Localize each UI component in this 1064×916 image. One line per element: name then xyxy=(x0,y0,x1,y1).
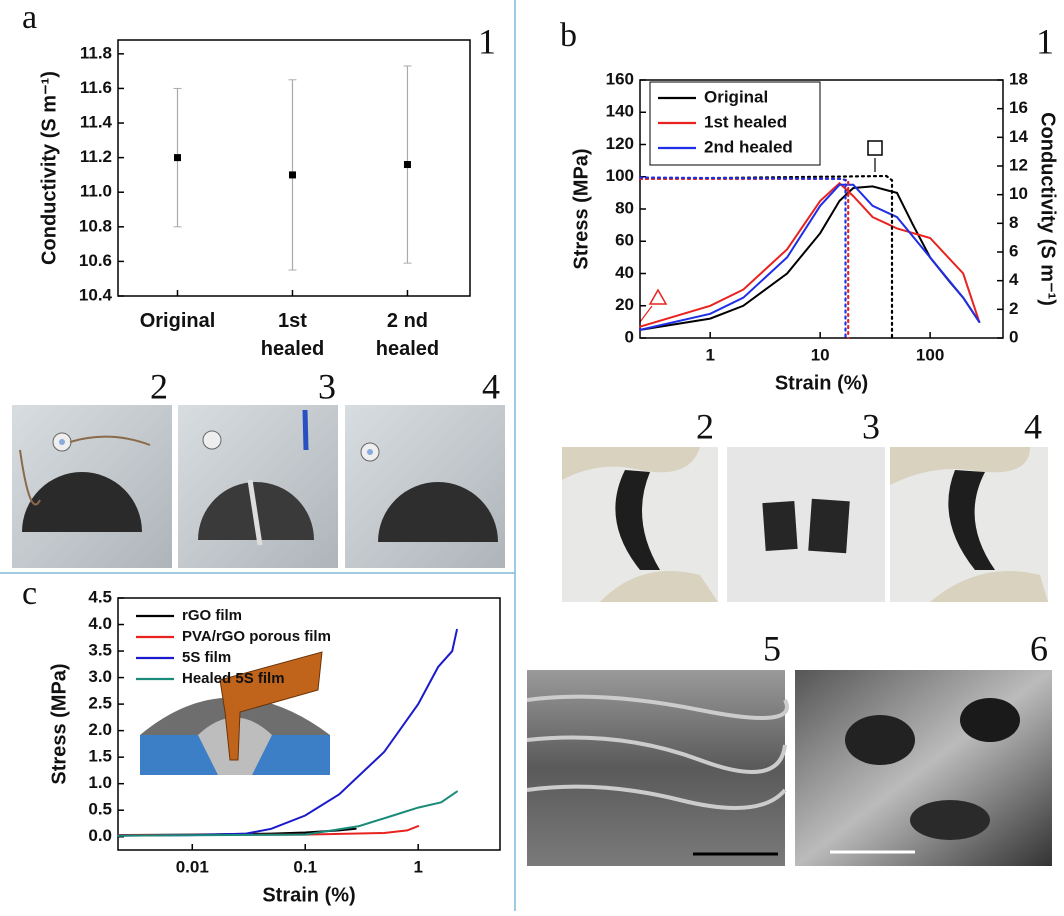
y-tick-label: 10.6 xyxy=(79,251,112,270)
x-tick-label: 2 nd healed xyxy=(376,310,439,360)
sub-label: 3 xyxy=(862,406,880,446)
x-tick-label: 1 xyxy=(705,345,714,364)
sub-label: 5 xyxy=(763,628,781,668)
y-axis-label: Stress (MPa) xyxy=(570,148,592,269)
y2-tick-label: 16 xyxy=(1009,98,1028,117)
y-tick-label: 2.0 xyxy=(88,720,112,739)
y2-tick-label: 14 xyxy=(1009,127,1028,146)
plot-frame xyxy=(117,39,471,297)
y-tick-label: 2.5 xyxy=(88,694,112,713)
y2-tick-label: 4 xyxy=(1009,270,1019,289)
y-tick-label: 3.0 xyxy=(88,667,112,686)
y-tick-label: 11.4 xyxy=(80,113,113,132)
series-line xyxy=(639,181,981,328)
series-line xyxy=(639,183,981,331)
sub-label: 4 xyxy=(482,366,500,406)
photo xyxy=(562,447,718,602)
legend-label: rGO film xyxy=(182,607,242,624)
inset-diagram xyxy=(140,651,330,775)
point xyxy=(173,154,181,162)
sub-label: 3 xyxy=(318,366,336,406)
y-tick-label: 1.0 xyxy=(88,773,112,792)
sub-label: 1 xyxy=(478,21,496,61)
y2-tick-label: 10 xyxy=(1009,184,1028,203)
series-line xyxy=(638,176,847,340)
x-tick-label: 0.01 xyxy=(176,857,209,876)
y2-tick-label: 18 xyxy=(1009,69,1028,88)
y2-tick-label: 2 xyxy=(1009,299,1018,318)
sub-label: 1 xyxy=(1036,21,1054,61)
y2-tick-label: 8 xyxy=(1009,213,1018,232)
y-tick-label: 10.8 xyxy=(79,216,112,235)
y-tick-label: 10.4 xyxy=(79,285,113,304)
panel-label: a xyxy=(22,0,37,36)
y-tick-label: 100 xyxy=(606,166,634,185)
plot-frame xyxy=(117,597,501,851)
x-axis-label: Strain (%) xyxy=(775,372,868,394)
y-tick-label: 140 xyxy=(606,102,634,121)
photo xyxy=(178,405,338,568)
y-tick-label: 60 xyxy=(615,231,634,250)
y-tick-label: 11.6 xyxy=(80,78,112,97)
y-tick-label: 11.8 xyxy=(80,43,112,62)
x-tick-label: 1st healed xyxy=(261,310,324,360)
y-axis-label: Conductivity (S m⁻¹) xyxy=(38,71,60,265)
y-tick-label: 11.0 xyxy=(80,182,112,201)
photo xyxy=(890,447,1048,602)
photo xyxy=(727,447,885,602)
series-line xyxy=(638,174,894,340)
x-tick-label: Original xyxy=(140,310,216,332)
y-tick-label: 11.2 xyxy=(80,147,112,166)
annotation xyxy=(639,140,883,323)
y-axis-label: Stress (MPa) xyxy=(48,663,70,784)
legend-label: 1st healed xyxy=(704,112,787,131)
y2-tick-label: 12 xyxy=(1009,155,1028,174)
x-axis-label: Strain (%) xyxy=(262,884,355,906)
sem-image xyxy=(795,670,1052,866)
legend-label: PVA/rGO porous film xyxy=(182,628,331,645)
sub-label: 2 xyxy=(696,406,714,446)
legend-label: 2nd healed xyxy=(704,137,793,156)
legend-label: Original xyxy=(704,87,768,106)
x-tick-label: 10 xyxy=(811,345,830,364)
photo xyxy=(345,405,505,568)
y-tick-label: 120 xyxy=(606,134,634,153)
y2-tick-label: 6 xyxy=(1009,241,1018,260)
series-line xyxy=(117,825,420,837)
y-tick-label: 3.5 xyxy=(88,641,112,660)
point xyxy=(288,171,296,179)
y-tick-label: 4.5 xyxy=(88,587,112,606)
panel-label: c xyxy=(22,575,37,612)
y2-tick-label: 0 xyxy=(1009,327,1018,346)
series-line xyxy=(639,185,981,331)
y-tick-label: 0.0 xyxy=(88,826,112,845)
y-tick-label: 40 xyxy=(615,263,634,282)
series-line xyxy=(117,790,458,837)
sub-label: 2 xyxy=(150,366,168,406)
y-tick-label: 1.5 xyxy=(88,747,112,766)
legend-label: 5S film xyxy=(182,649,231,666)
y-tick-label: 160 xyxy=(606,69,634,88)
sem-image xyxy=(526,670,789,866)
legend-label: Healed 5S film xyxy=(182,670,285,687)
photo xyxy=(12,405,172,568)
x-tick-label: 100 xyxy=(916,345,944,364)
x-tick-label: 0.1 xyxy=(293,857,317,876)
y-tick-label: 20 xyxy=(615,295,634,314)
x-tick-label: 1 xyxy=(413,857,422,876)
series-line xyxy=(638,177,850,340)
point xyxy=(403,161,411,169)
y-tick-label: 80 xyxy=(615,198,634,217)
y-tick-label: 0.5 xyxy=(88,800,112,819)
y-tick-label: 0 xyxy=(625,327,634,346)
sub-label: 4 xyxy=(1024,406,1042,446)
y2-axis-label: Conductivity (S m⁻¹) xyxy=(1037,112,1059,306)
panel-label: b xyxy=(560,17,577,54)
y-tick-label: 4.0 xyxy=(88,614,112,633)
sub-label: 6 xyxy=(1030,628,1048,668)
